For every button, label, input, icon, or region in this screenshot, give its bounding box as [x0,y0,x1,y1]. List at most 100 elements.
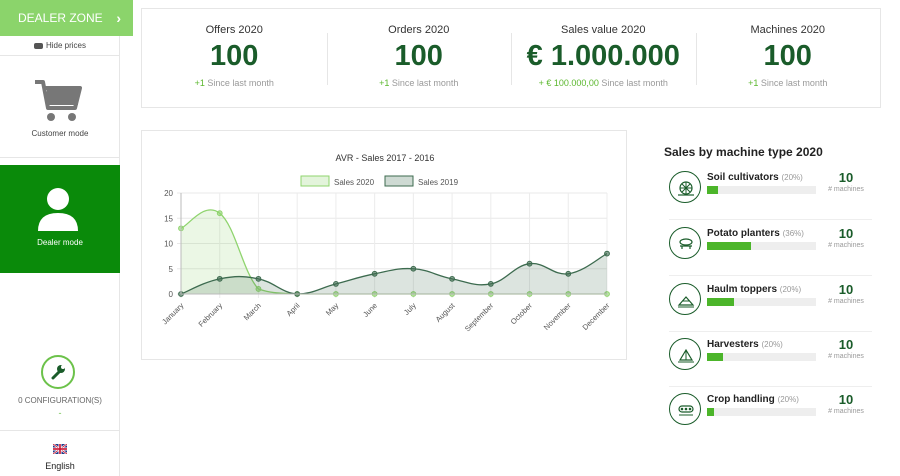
machine-type-row[interactable]: Crop handling (20%) 10 # machines [664,386,886,442]
dealer-mode-label: Dealer mode [37,238,83,247]
eye-icon [33,42,43,49]
x-tick-label: November [542,301,573,332]
machine-type-icon-wrap [669,283,701,315]
hide-prices-label: Hide prices [45,41,86,50]
machine-type-unit: # machines [828,242,864,249]
machine-type-row[interactable]: Harvesters (20%) 10 # machines [664,331,886,387]
machine-type-count: 10 [838,392,854,407]
configurations-button[interactable] [41,355,75,389]
machine-type-row[interactable]: Haulm toppers (20%) 10 # machines [664,276,886,332]
data-point [526,260,533,267]
hide-prices-toggle[interactable]: Hide prices [0,41,120,50]
kpi-sales-value: Sales value 2020 € 1.000.000 + € 100.000… [511,9,696,107]
dealer-zone-label: DEALER ZONE [18,11,103,25]
divider [0,157,120,158]
kpi-title: Sales value 2020 [561,24,646,36]
kpi-offers: Offers 2020 100 +1 Since last month [142,9,327,107]
configurations-dash: - [58,408,62,418]
machine-type-progress-fill [707,408,714,416]
configurations-count: 0 CONFIGURATION(S) [18,396,102,405]
kpi-title: Offers 2020 [205,24,263,36]
kpi-delta-value: +1 [379,78,390,88]
legend-swatch [300,175,330,187]
customer-mode-button[interactable]: Customer mode [0,57,120,157]
kpi-delta: +1 Since last month [142,78,327,88]
data-point [449,275,455,282]
language-selector[interactable]: English [0,441,120,471]
machine-type-progress [707,353,816,361]
machine-type-name: Potato planters (36%) [707,228,804,239]
sidebar: Hide prices Customer mode Dealer mode [0,0,120,476]
harvester-icon [678,348,694,363]
data-point [565,270,572,277]
machine-type-name: Harvesters (20%) [707,339,783,350]
series-area [181,209,607,294]
kpi-title: Orders 2020 [388,24,450,36]
machine-type-percent: (20%) [777,395,799,404]
machine-type-count: 10 [838,337,854,352]
data-point [410,265,417,272]
haulm-topper-icon [677,296,695,308]
dealer-zone-button[interactable]: DEALER ZONE › [0,0,133,36]
machine-type-progress [707,186,816,194]
machine-type-count: 10 [838,170,854,185]
x-tick-label: January [160,301,185,326]
y-tick-label: 20 [164,189,173,198]
series-area [181,253,607,294]
machine-type-unit: # machines [828,408,864,415]
wrench-icon [51,365,65,380]
sales-line-chart: AVR - Sales 2017 - 2016 Sales 2020 Sales 2… [160,153,612,333]
uk-flag-icon [53,444,67,454]
kpi-delta: + € 100.000,00 Since last month [511,78,696,88]
y-tick-label: 10 [164,240,173,249]
machine-type-icon-wrap [669,171,701,203]
machine-type-icon-wrap [669,338,701,370]
machine-type-row[interactable]: Potato planters (36%) 10 # machines [664,220,886,276]
machine-type-count: 10 [838,226,854,241]
machine-type-progress [707,242,816,250]
machine-type-progress-fill [707,242,751,250]
dealer-mode-button[interactable]: Dealer mode [0,165,120,273]
machine-type-progress-fill [707,186,718,194]
machine-type-progress [707,408,816,416]
machine-type-name: Crop handling (20%) [707,394,799,405]
legend-swatch [384,175,414,187]
x-tick-label: June [361,301,379,319]
kpi-delta-value: +1 [194,78,205,88]
machine-type-label: Crop handling [707,394,775,405]
kpi-value: € 1.000.000 [526,40,680,72]
kpi-delta-since: Since last month [391,78,459,88]
machine-types-title: Sales by machine type 2020 [664,145,823,159]
data-point [333,281,339,287]
machine-type-progress [707,298,816,306]
kpi-value: 100 [210,40,259,72]
data-point [487,281,494,287]
kpi-delta-since: Since last month [760,78,828,88]
machine-type-row[interactable]: Soil cultivators (20%) 10 # machines [664,164,886,220]
kpi-delta-value: +1 [748,78,759,88]
customer-mode-label: Customer mode [31,129,89,138]
x-tick-label: February [197,301,225,329]
data-point [255,275,262,282]
potato-planter-icon [679,238,693,249]
kpi-delta-value: + € 100.000,00 [538,78,599,88]
kpi-delta: +1 Since last month [696,78,881,88]
machine-type-label: Soil cultivators [707,172,779,183]
data-point [604,250,610,257]
y-tick-label: 0 [169,290,174,299]
x-tick-label: April [285,301,302,318]
sales-chart-card: AVR - Sales 2017 - 2016 Sales 2020 Sales 2… [141,130,627,360]
data-point [255,286,262,292]
kpi-delta-since: Since last month [207,78,274,88]
kpi-bar: Offers 2020 100 +1 Since last month Orde… [141,8,881,108]
machine-type-percent: (36%) [782,229,804,238]
machine-type-percent: (20%) [761,340,783,349]
machine-type-icon-wrap [669,393,701,425]
divider [669,331,872,332]
divider [0,55,120,56]
divider [669,386,872,387]
data-point [216,210,223,217]
divider [669,219,872,220]
data-point [216,275,223,282]
